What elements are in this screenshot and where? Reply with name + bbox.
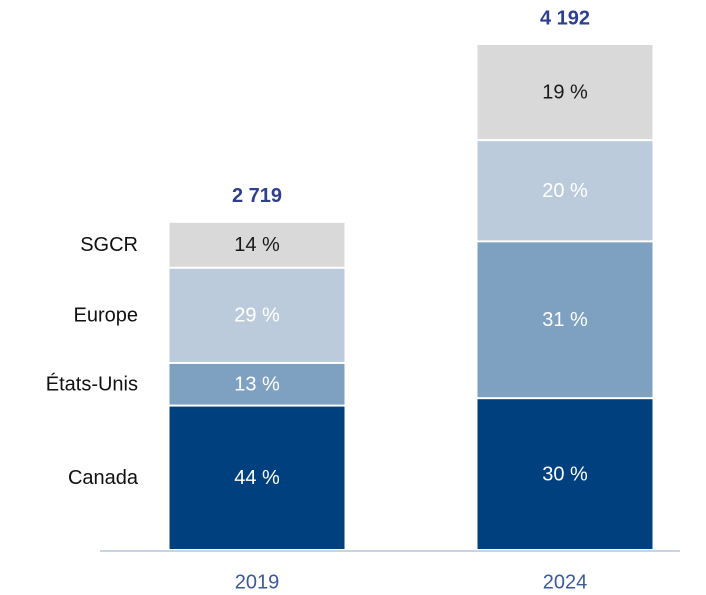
data-label: 30 % [542,463,588,485]
data-label: 13 % [234,374,280,396]
data-label: 19 % [542,81,588,103]
data-label: 29 % [234,305,280,327]
legend-label: États-Unis [46,373,138,396]
total-label: 2 719 [232,185,282,207]
legend-label: Europe [74,305,139,327]
legend-label: SGCR [80,234,138,256]
data-label: 31 % [542,309,588,331]
bar-segment [477,242,653,398]
bar-segment [169,268,345,362]
bar-segment [477,141,653,241]
bar-segment [169,406,345,549]
total-label: 4 192 [540,7,590,29]
data-label: 20 % [542,180,588,202]
bar-segment [169,222,345,267]
bar-segment [477,45,653,140]
bar-segment [477,399,653,549]
x-tick-label: 2019 [235,571,280,593]
data-label: 44 % [234,467,280,489]
data-label: 14 % [234,234,280,256]
legend-label: Canada [68,467,139,489]
bar-segment [169,363,345,405]
x-tick-label: 2024 [543,571,588,593]
